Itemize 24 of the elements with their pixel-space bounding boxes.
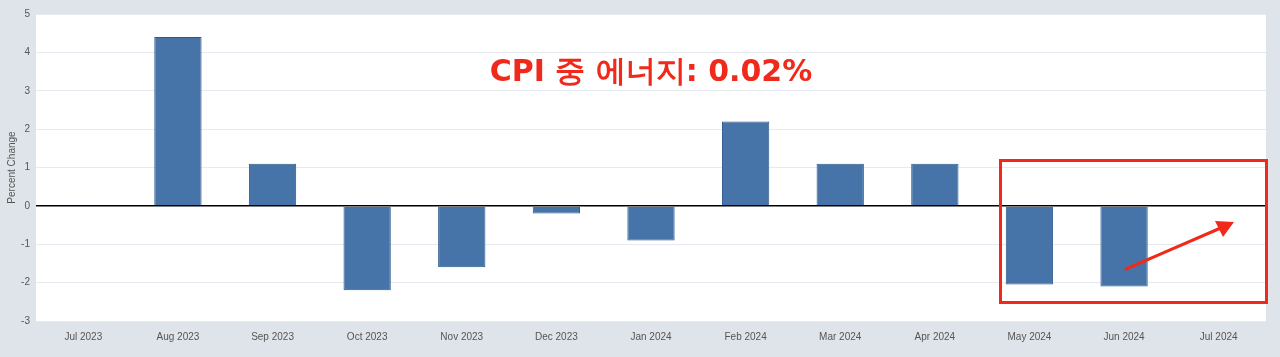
x-tick-label: May 2024: [1007, 330, 1052, 342]
x-tick-label: Jun 2024: [1103, 330, 1146, 342]
y-tick-label: -2: [21, 276, 31, 288]
y-tick-label: -1: [21, 238, 31, 249]
x-tick-label: Aug 2023: [156, 330, 200, 342]
x-tick-label: Mar 2024: [819, 330, 862, 342]
x-tick-label: Jul 2024: [1199, 330, 1239, 342]
x-tick-label: Dec 2023: [534, 330, 579, 342]
x-tick-label: Nov 2023: [440, 330, 484, 342]
annotation: CPI 중 에너지: 0.02%: [489, 52, 813, 88]
y-tick-label: 3: [24, 84, 31, 96]
y-tick-label: 1: [24, 161, 31, 173]
y-tick-label: -3: [21, 314, 31, 326]
x-tick-label: Feb 2024: [724, 330, 768, 342]
x-tick-label: Jul 2023: [64, 330, 103, 342]
x-tick-label: Sep 2023: [251, 330, 295, 342]
y-axis-title: Percent Change: [5, 130, 17, 204]
y-tick-label: 0: [24, 199, 31, 211]
x-tick-label: Oct 2023: [346, 330, 388, 342]
x-tick-label: Apr 2024: [914, 330, 956, 342]
y-tick-label: 2: [24, 122, 31, 134]
x-tick-label: Jan 2024: [630, 330, 673, 342]
y-tick-label: 4: [24, 46, 31, 58]
y-tick-label: 5: [24, 7, 31, 19]
